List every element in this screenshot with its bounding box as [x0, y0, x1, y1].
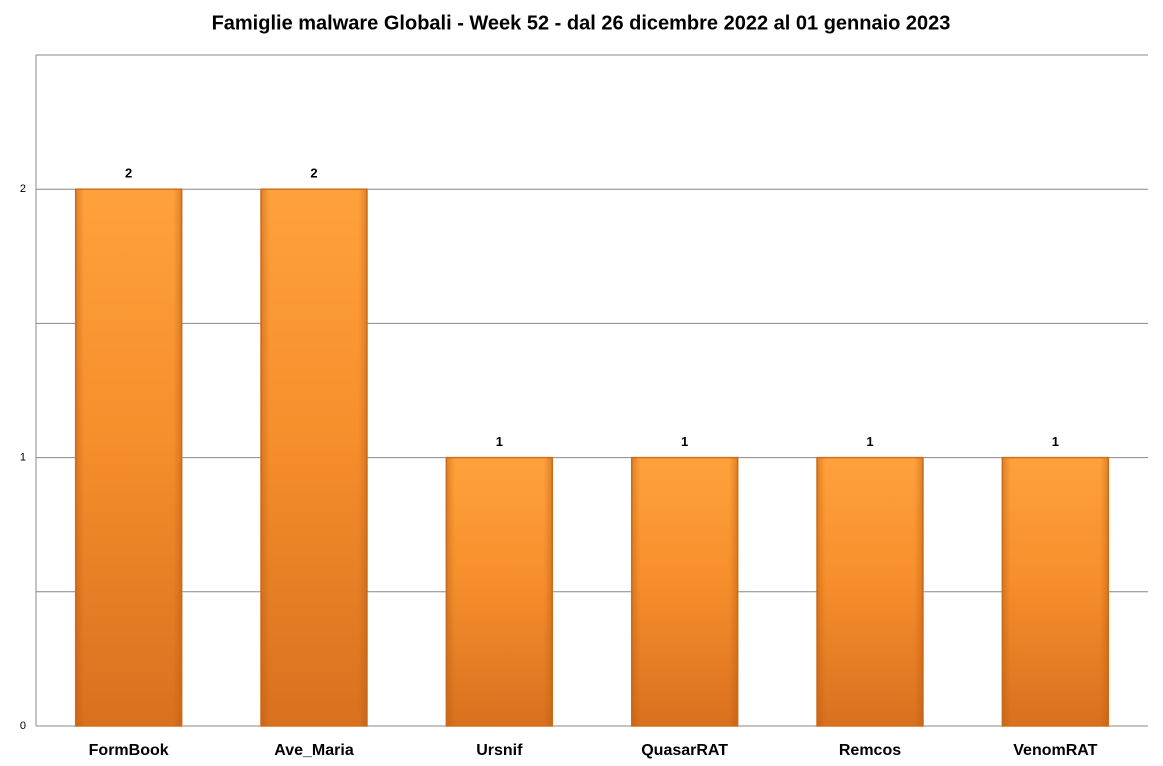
value-label: 2 — [125, 166, 132, 181]
bar-shade — [261, 189, 367, 726]
value-label: 1 — [681, 434, 688, 449]
bar-shade — [817, 457, 923, 726]
y-tick-label: 2 — [20, 183, 26, 195]
bar-shade — [75, 189, 182, 726]
x-tick-label: Ursnif — [476, 742, 523, 759]
x-tick-label: Remcos — [839, 742, 901, 759]
value-label: 2 — [310, 166, 317, 181]
chart-title: Famiglie malware Globali - Week 52 - dal… — [212, 12, 951, 34]
x-tick-label: VenomRAT — [1013, 742, 1097, 759]
value-label: 1 — [1052, 434, 1059, 449]
value-label: 1 — [496, 434, 503, 449]
x-tick-label: Ave_Maria — [274, 742, 354, 759]
y-tick-label: 0 — [20, 720, 26, 732]
value-label: 1 — [866, 434, 873, 449]
x-tick-label: FormBook — [89, 742, 169, 759]
bar-shade — [631, 457, 738, 726]
y-tick-label: 1 — [20, 452, 26, 464]
bar-shade — [1002, 457, 1109, 726]
x-tick-label: QuasarRAT — [641, 742, 728, 759]
bar-shade — [446, 457, 553, 726]
